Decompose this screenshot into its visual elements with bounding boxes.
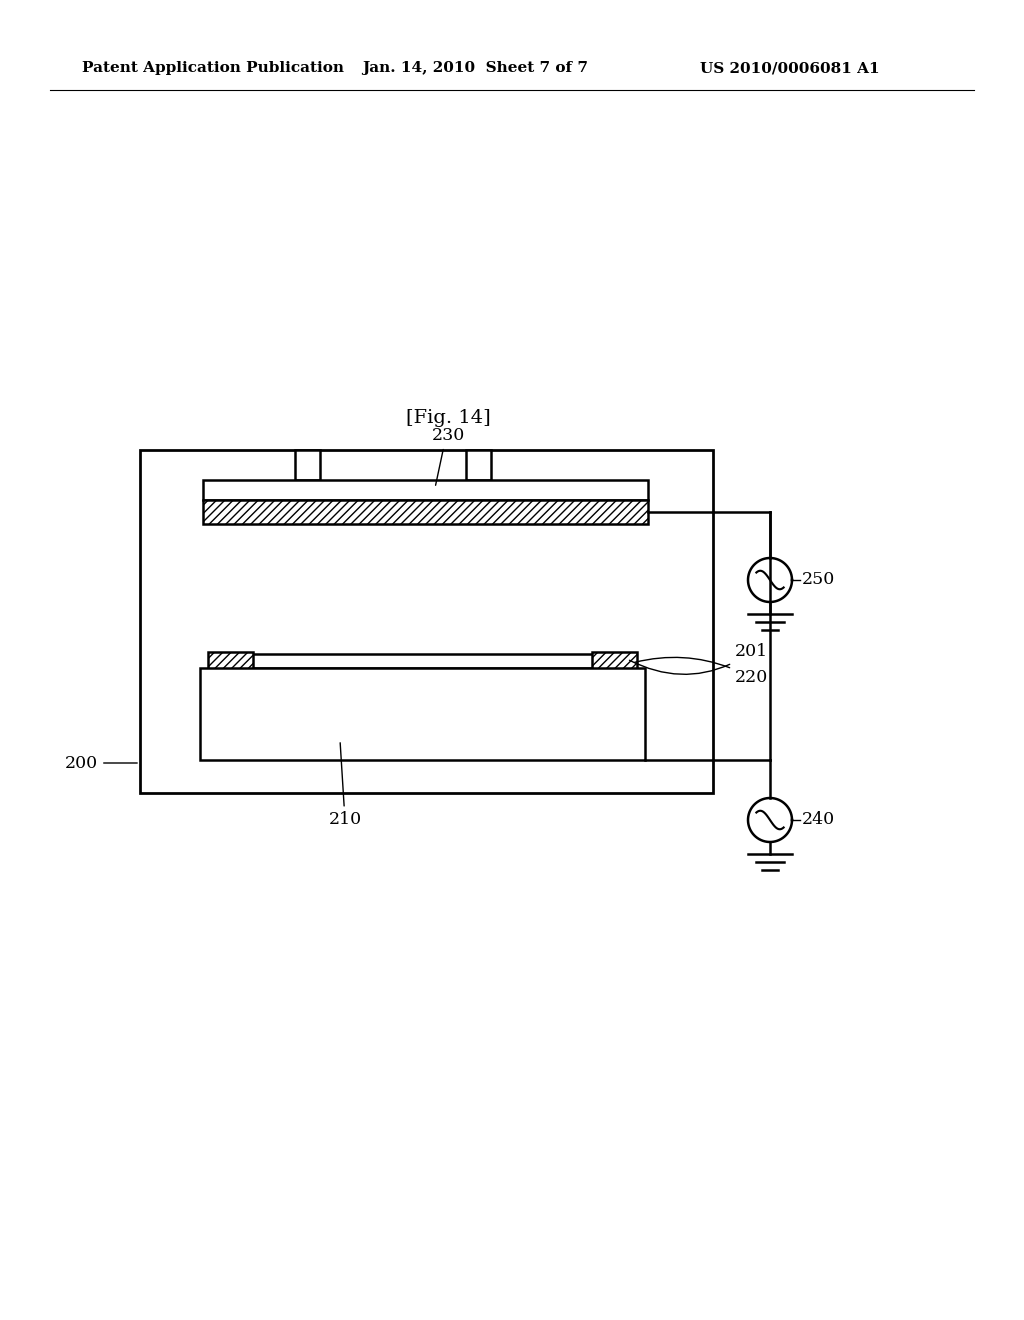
Text: 210: 210 xyxy=(329,743,361,829)
Bar xyxy=(466,450,490,480)
Text: Patent Application Publication: Patent Application Publication xyxy=(82,61,344,75)
Bar xyxy=(295,450,319,480)
Text: 240: 240 xyxy=(802,812,836,829)
Text: 200: 200 xyxy=(65,755,137,771)
Bar xyxy=(248,653,597,668)
Text: Jan. 14, 2010  Sheet 7 of 7: Jan. 14, 2010 Sheet 7 of 7 xyxy=(362,61,588,75)
Bar xyxy=(592,652,637,675)
Bar xyxy=(200,668,645,760)
Bar xyxy=(203,480,648,500)
Text: US 2010/0006081 A1: US 2010/0006081 A1 xyxy=(700,61,880,75)
Bar xyxy=(140,450,713,793)
Text: 220: 220 xyxy=(635,657,768,686)
Bar xyxy=(203,500,648,524)
Text: 230: 230 xyxy=(431,426,465,486)
Text: 250: 250 xyxy=(802,572,836,589)
Text: [Fig. 14]: [Fig. 14] xyxy=(406,409,490,426)
Text: 201: 201 xyxy=(630,644,768,675)
Bar xyxy=(208,652,253,675)
